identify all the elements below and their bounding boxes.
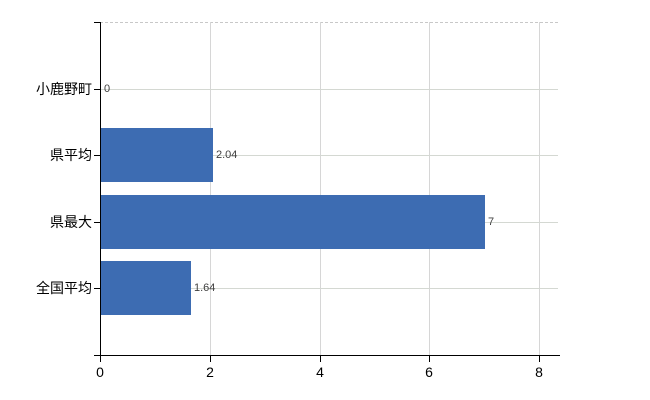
x-tick-label: 4 [316,364,324,380]
x-tick-label: 8 [535,364,543,380]
x-axis-tick [100,356,101,362]
category-label: 県最大 [50,214,92,230]
x-axis-tick [429,356,430,362]
bar-segment[interactable] [101,261,191,315]
x-axis-tick [210,356,211,362]
category-gridline [101,288,558,289]
value-label: 2.04 [216,149,238,161]
x-tick-label: 2 [206,364,214,380]
y-axis-tick [94,288,100,289]
x-axis [100,355,560,356]
x-gridline [429,22,430,355]
category-gridline [101,89,558,90]
bar-segment[interactable] [101,128,213,182]
x-axis-tick [539,356,540,362]
y-axis-end-tick [94,355,100,356]
x-gridline [320,22,321,355]
y-axis-tick [94,222,100,223]
y-axis-tick [94,89,100,90]
category-label: 全国平均 [36,280,92,296]
y-axis [100,22,101,356]
value-label: 0 [104,83,111,95]
x-axis-tick [320,356,321,362]
x-tick-label: 6 [425,364,433,380]
value-label: 1.64 [194,282,216,294]
category-gridline [101,155,558,156]
x-gridline [210,22,211,355]
bar-segment[interactable] [101,195,485,249]
value-label: 7 [488,216,495,228]
category-label: 県平均 [50,147,92,163]
y-axis-end-tick [94,22,100,23]
x-tick-label: 0 [96,364,104,380]
x-gridline [539,22,540,355]
y-axis-tick [94,155,100,156]
plot-top-border [100,22,558,23]
category-label: 小鹿野町 [36,81,92,97]
